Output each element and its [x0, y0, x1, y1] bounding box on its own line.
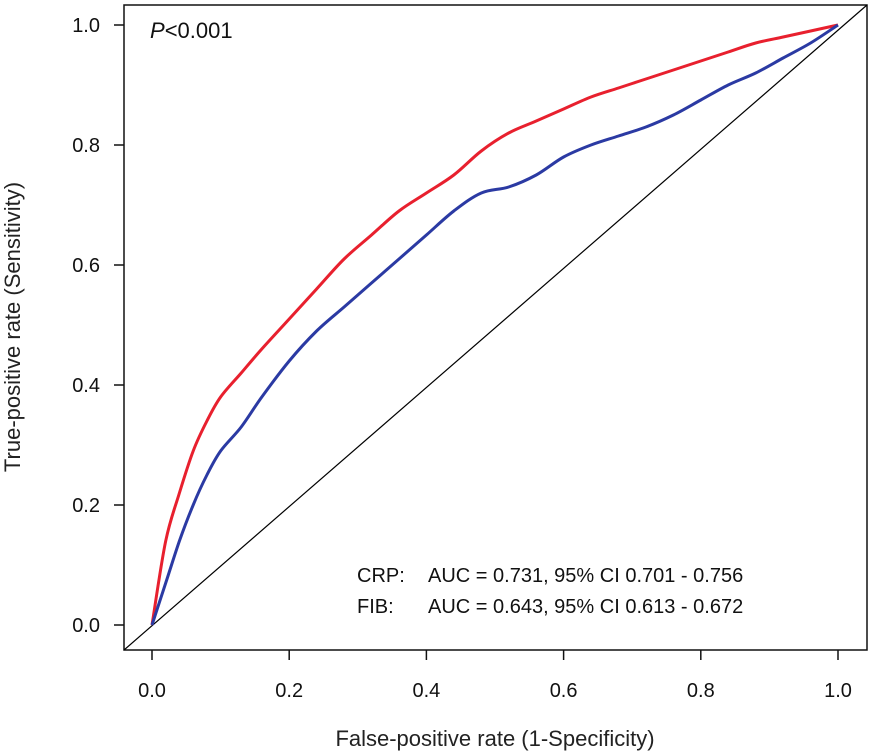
y-axis-title: True-positive rate (Sensitivity): [0, 182, 25, 472]
x-tick-label: 0.2: [275, 680, 303, 702]
roc-curve-blue: [150, 23, 839, 626]
plot-frame: [123, 4, 868, 651]
y-tick-label: 1.0: [72, 15, 100, 37]
y-tick-label: 0.0: [72, 615, 100, 637]
annotation-fib-text: AUC = 0.643, 95% CI 0.613 - 0.672: [428, 596, 743, 618]
reference-diagonal: [123, 4, 868, 651]
x-tick-label: 1.0: [824, 680, 852, 702]
p-rest: <0.001: [165, 18, 233, 43]
x-axis-title: False-positive rate (1-Specificity): [335, 726, 654, 751]
y-tick-label: 0.6: [72, 255, 100, 277]
y-tick-label: 0.4: [72, 375, 100, 397]
x-tick-label: 0.4: [412, 680, 440, 702]
annotation-crp-label: CRP:: [357, 565, 405, 587]
roc-curve-red: [150, 23, 839, 626]
axis-tick-labels: 0.0 0.2 0.4 0.6 0.8 1.0 0.0 0.2 0.4 0.6 0.8 1.0: [72, 15, 852, 702]
series-layer: [150, 23, 839, 626]
y-tick-label: 0.2: [72, 495, 100, 517]
annotation-fib-label: FIB:: [357, 596, 394, 618]
axis-ticks: [114, 24, 839, 660]
x-tick-label: 0.0: [138, 680, 166, 702]
x-tick-label: 0.6: [550, 680, 578, 702]
annotation-crp-text: AUC = 0.731, 95% CI 0.701 - 0.756: [428, 565, 743, 587]
p-value-annotation: P<0.001: [150, 18, 233, 43]
p-italic: P: [150, 18, 165, 43]
y-tick-label: 0.8: [72, 135, 100, 157]
x-tick-label: 0.8: [687, 680, 715, 702]
